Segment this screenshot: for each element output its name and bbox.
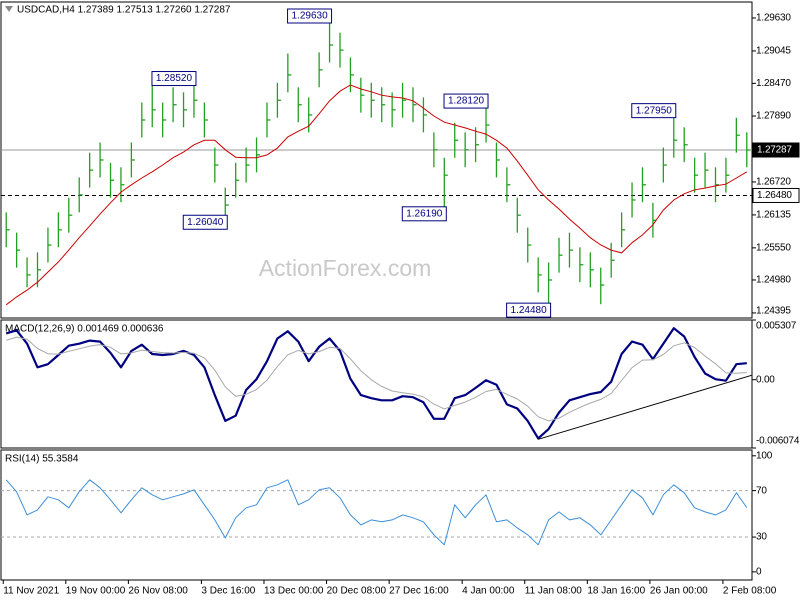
- trendline: [538, 374, 753, 440]
- moving-average: [5, 84, 748, 306]
- y-tick-label: 1.29045: [756, 46, 791, 57]
- annotation-label: 1.26040: [187, 217, 224, 228]
- y-tick-label: 0.005307: [756, 321, 797, 332]
- y-tick-label: 1.26135: [756, 210, 791, 221]
- annotation-box: [506, 302, 552, 318]
- annotation-label: 1.28120: [448, 96, 485, 107]
- watermark: ActionForex.com: [259, 255, 432, 281]
- x-tick-label: 26 Jan 00:00: [650, 586, 708, 597]
- x-tick-label: 11 Jan 08:00: [525, 586, 583, 597]
- y-tick-label: 1.29630: [756, 13, 791, 24]
- y-tick-label: 0.00: [756, 374, 775, 385]
- y-tick-label: 70: [756, 485, 767, 496]
- x-tick-label: 3 Dec 16:00: [201, 586, 255, 597]
- annotation-box: [287, 8, 333, 24]
- level-box: [752, 187, 800, 203]
- y-tick-label: -0.006074: [756, 436, 800, 447]
- y-tick-label: 1.26720: [756, 177, 791, 188]
- x-tick-label: 4 Jan 00:00: [462, 586, 515, 597]
- annotation-box: [631, 103, 677, 119]
- annotation-label: 1.29630: [291, 11, 328, 22]
- annotation-box: [443, 93, 489, 109]
- y-tick-label: 0: [756, 567, 762, 578]
- indicator-line: [5, 327, 747, 440]
- x-tick-label: 19 Nov 00:00: [66, 586, 126, 597]
- y-tick-label: 1.24395: [756, 306, 791, 317]
- annotation-box: [182, 214, 228, 230]
- x-tick-label: 27 Dec 16:00: [389, 586, 449, 597]
- macd-title: MACD(12,26,9) 0.001469 0.000636: [5, 324, 164, 335]
- annotation-box: [151, 71, 197, 87]
- y-tick-label: 1.27890: [756, 111, 791, 122]
- y-tick-label: 30: [756, 532, 767, 543]
- y-tick-label: 1.24980: [756, 275, 791, 286]
- indicator-line: [6, 336, 747, 422]
- annotation-box: [401, 206, 447, 222]
- x-tick-label: 13 Dec 00:00: [264, 586, 324, 597]
- level-box: [752, 142, 800, 158]
- x-tick-label: 20 Dec 08:00: [327, 586, 387, 597]
- y-tick-label: 100: [756, 451, 773, 462]
- indicator-line: [5, 479, 748, 546]
- x-tick-label: 2 Feb 08:00: [723, 586, 777, 597]
- level-label: 1.26480: [757, 190, 792, 201]
- annotation-label: 1.24480: [511, 305, 548, 316]
- price-panel-frame: [0, 1, 753, 319]
- y-tick-label: 1.25550: [756, 242, 791, 253]
- annotation-label: 1.28520: [156, 73, 193, 84]
- x-tick-label: 26 Nov 08:00: [128, 586, 188, 597]
- price-title: USDCAD,H4 1.27389 1.27513 1.27260 1.2728…: [17, 5, 231, 16]
- macd-panel-frame: [0, 319, 753, 449]
- annotation-label: 1.27950: [636, 105, 673, 116]
- y-tick-label: 1.28470: [756, 78, 791, 89]
- x-tick-label: 18 Jan 16:00: [587, 586, 645, 597]
- symbol-icon: [5, 6, 13, 12]
- rsi-panel-frame: [0, 449, 753, 581]
- x-tick-label: 11 Nov 2021: [3, 586, 59, 597]
- annotation-label: 1.26190: [406, 208, 443, 219]
- level-label: 1.27287: [757, 145, 792, 156]
- rsi-title: RSI(14) 55.3584: [5, 454, 79, 465]
